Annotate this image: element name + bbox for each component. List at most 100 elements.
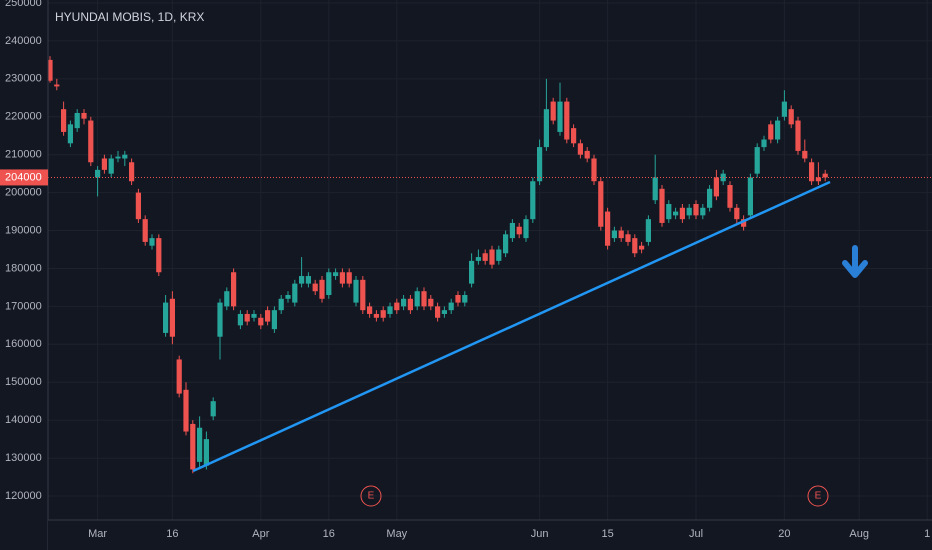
candle-body [441, 310, 447, 314]
last-price-box [0, 169, 48, 186]
candle-body [503, 234, 509, 254]
candle-body [285, 295, 291, 299]
y-tick-label: 230000 [5, 73, 42, 85]
candle-body [679, 207, 685, 220]
candle-body [768, 124, 774, 140]
y-tick-label: 130000 [5, 452, 42, 464]
candle-body [183, 389, 189, 432]
candle-body [666, 203, 672, 220]
candle-body [734, 207, 740, 220]
candle-body [176, 359, 182, 394]
candle-body [47, 59, 53, 81]
candle-body [781, 101, 787, 117]
trendline[interactable] [192, 180, 831, 473]
candle-body [707, 188, 713, 208]
last-price-label: 204000 [5, 171, 42, 183]
candle-body [543, 109, 549, 148]
candle-body [516, 226, 522, 235]
candle-body [652, 177, 658, 201]
candle-body [54, 84, 60, 87]
down-arrow-icon[interactable] [842, 245, 868, 278]
candle-body [659, 188, 665, 223]
candle-body [135, 192, 141, 220]
candle-body [747, 177, 753, 216]
y-tick-label: 240000 [5, 35, 42, 47]
chart-title: HYUNDAI MOBIS, 1D, KRX [55, 10, 204, 24]
candle-body [482, 253, 488, 261]
candle-body [129, 162, 135, 182]
y-tick-label: 150000 [5, 376, 42, 388]
candle-body [421, 291, 427, 307]
candle-body [523, 219, 529, 239]
candle-body [571, 128, 577, 144]
candle-body [401, 298, 407, 307]
candle-body [81, 112, 87, 119]
candle-body [101, 158, 107, 170]
candle-body [700, 207, 706, 216]
candle-body [122, 154, 128, 159]
candle-body [108, 158, 114, 174]
candle-body [693, 203, 699, 216]
candle-body [380, 310, 386, 318]
y-tick-label: 180000 [5, 262, 42, 274]
candle-body [822, 173, 828, 178]
y-tick-label: 250000 [5, 0, 42, 9]
y-tick-label: 200000 [5, 187, 42, 199]
y-tick-label: 160000 [5, 338, 42, 350]
candle-body [448, 302, 454, 311]
candle-body [598, 181, 604, 227]
candle-body [251, 313, 257, 318]
candle-body [61, 109, 67, 132]
candle-body [489, 249, 495, 265]
candle-body [67, 124, 73, 144]
candle-body [299, 276, 305, 284]
candle-body [387, 306, 393, 314]
candle-body [462, 295, 468, 303]
candle-body [394, 302, 400, 311]
candle-body [353, 279, 359, 303]
candle-body [809, 162, 815, 182]
candle-body [802, 150, 808, 159]
y-tick-label: 210000 [5, 149, 42, 161]
candle-body [645, 219, 651, 242]
candle-body [156, 238, 162, 273]
candle-body [258, 317, 264, 326]
candle-body [761, 139, 767, 148]
candle-body [686, 207, 692, 216]
candle-body [237, 313, 243, 326]
candle-body [88, 120, 94, 163]
candle-body [605, 211, 611, 246]
x-tick-label: 16 [323, 528, 335, 540]
candle-body [455, 295, 461, 303]
candle-body [625, 234, 631, 242]
earnings-label: E [815, 491, 822, 502]
candle-body [475, 257, 481, 261]
candle-body [407, 298, 413, 311]
candle-body [305, 276, 311, 284]
y-tick-label: 120000 [5, 490, 42, 502]
y-tick-label: 190000 [5, 224, 42, 236]
candle-body [550, 101, 556, 121]
candle-body [224, 291, 230, 307]
earnings-marker[interactable] [807, 485, 829, 507]
candle-body [584, 150, 590, 159]
x-tick-label: 1 [924, 528, 930, 540]
candle-body [469, 260, 475, 284]
candle-body [346, 272, 352, 284]
candle-body [788, 109, 794, 125]
candle-body [149, 238, 155, 246]
candle-body [333, 272, 339, 277]
candle-body [591, 158, 597, 182]
earnings-marker[interactable] [360, 485, 382, 507]
candle-body [741, 219, 747, 227]
candle-body [727, 185, 733, 208]
candle-body [271, 310, 277, 330]
candle-body [217, 302, 223, 337]
candle-body [754, 147, 760, 174]
axes: 120000 130000 140000 150000 160000 170000 1800… [0, 0, 930, 540]
candle-body [265, 310, 271, 322]
candle-body [142, 219, 148, 242]
x-tick-label: Aug [849, 528, 869, 540]
